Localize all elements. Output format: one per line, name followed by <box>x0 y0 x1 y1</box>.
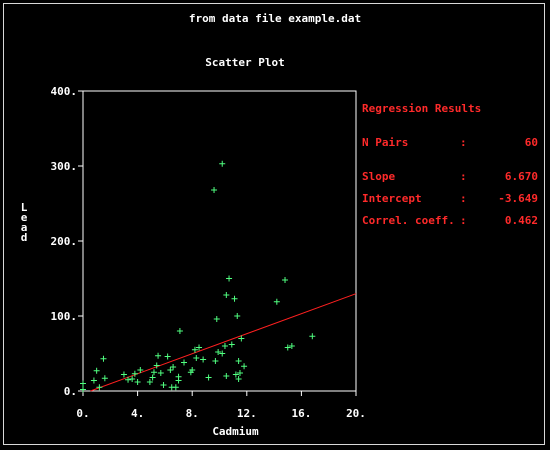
data-point <box>236 370 243 376</box>
data-point <box>153 362 160 369</box>
regression-row-slope: Slope : 6.670 <box>362 170 538 184</box>
data-point <box>231 295 238 302</box>
x-tick-label: 12. <box>237 407 257 420</box>
data-point <box>212 358 219 364</box>
regression-label: Correl. coeff. <box>362 214 455 227</box>
page-subtitle: from data file example.dat <box>188 12 362 25</box>
data-point <box>80 380 86 387</box>
data-point <box>164 353 171 360</box>
data-point <box>196 344 203 351</box>
data-point <box>129 376 136 382</box>
data-point <box>150 369 157 376</box>
data-point <box>149 374 156 381</box>
data-point <box>234 313 241 319</box>
regression-line <box>90 293 357 392</box>
data-point <box>125 376 132 383</box>
y-tick-label: 100. <box>51 310 78 323</box>
data-point <box>101 375 108 382</box>
data-point <box>167 367 174 373</box>
data-point <box>228 341 235 348</box>
regression-colon: : <box>460 192 467 205</box>
regression-label: N Pairs <box>362 136 409 149</box>
y-axis-label-letter: e <box>20 211 28 224</box>
data-point <box>309 333 316 340</box>
data-point <box>120 371 127 378</box>
x-tick-label: 0. <box>76 407 89 420</box>
x-tick-label: 8. <box>186 407 199 420</box>
regression-colon: : <box>460 136 467 149</box>
data-point <box>175 377 182 384</box>
data-point <box>223 373 230 379</box>
window-frame <box>3 3 545 445</box>
data-point <box>181 359 188 366</box>
chart-title: Scatter Plot <box>205 56 285 69</box>
data-point <box>205 374 212 381</box>
regression-row-intercept: Intercept : -3.649 <box>362 192 538 206</box>
data-point <box>273 298 280 305</box>
data-point <box>137 367 144 373</box>
data-point <box>232 371 239 378</box>
plot-frame <box>82 90 357 392</box>
data-point <box>193 355 200 361</box>
x-axis-label: Cadmium <box>212 425 259 438</box>
data-point <box>160 382 167 388</box>
regression-value: 6.670 <box>504 170 538 183</box>
data-point <box>155 352 162 359</box>
regression-colon: : <box>460 170 467 183</box>
data-point <box>189 367 196 373</box>
data-point <box>131 370 138 377</box>
regression-value: 60 <box>524 136 538 149</box>
data-point <box>235 376 242 382</box>
data-point <box>223 292 230 298</box>
y-axis-label-letter: L <box>20 201 28 214</box>
data-point <box>146 379 153 385</box>
data-point <box>221 343 228 349</box>
data-point <box>80 386 86 393</box>
data-point <box>288 343 295 349</box>
data-point <box>93 367 100 374</box>
regression-heading: Regression Results <box>362 102 482 115</box>
y-tick-label: 400. <box>51 85 78 98</box>
data-point <box>191 346 198 353</box>
data-point <box>211 187 218 193</box>
y-tick-label: 300. <box>51 160 78 173</box>
regression-label: Intercept <box>362 192 422 205</box>
x-tick-label: 20. <box>346 407 366 420</box>
regression-colon: : <box>460 214 467 227</box>
data-point <box>241 363 248 370</box>
data-point <box>219 350 226 357</box>
data-point <box>215 349 222 355</box>
regression-row-n-pairs: N Pairs : 60 <box>362 136 538 150</box>
data-point <box>172 384 179 391</box>
data-point <box>90 377 97 384</box>
data-point <box>157 370 164 376</box>
x-tick-label: 4. <box>131 407 144 420</box>
data-point <box>235 358 242 364</box>
regression-value: -3.649 <box>498 192 538 205</box>
data-point <box>238 335 245 342</box>
y-tick-label: 0. <box>64 385 77 398</box>
regression-value: 0.462 <box>504 214 538 227</box>
data-point <box>134 379 141 385</box>
data-point <box>282 277 289 283</box>
data-point <box>226 275 233 282</box>
regression-row-correlation: Correl. coeff. : 0.462 <box>362 214 538 228</box>
data-point <box>213 316 220 322</box>
y-tick-label: 200. <box>51 235 78 248</box>
data-point <box>170 364 177 370</box>
data-point <box>96 384 103 391</box>
y-axis-label-letter: a <box>20 221 28 234</box>
data-point <box>100 355 107 362</box>
regression-label: Slope <box>362 170 396 183</box>
data-point <box>176 328 183 334</box>
x-tick-label: 16. <box>291 407 311 420</box>
data-point <box>200 356 207 363</box>
data-point <box>219 160 226 167</box>
data-point <box>284 344 291 351</box>
y-axis-label-letter: d <box>20 231 28 244</box>
